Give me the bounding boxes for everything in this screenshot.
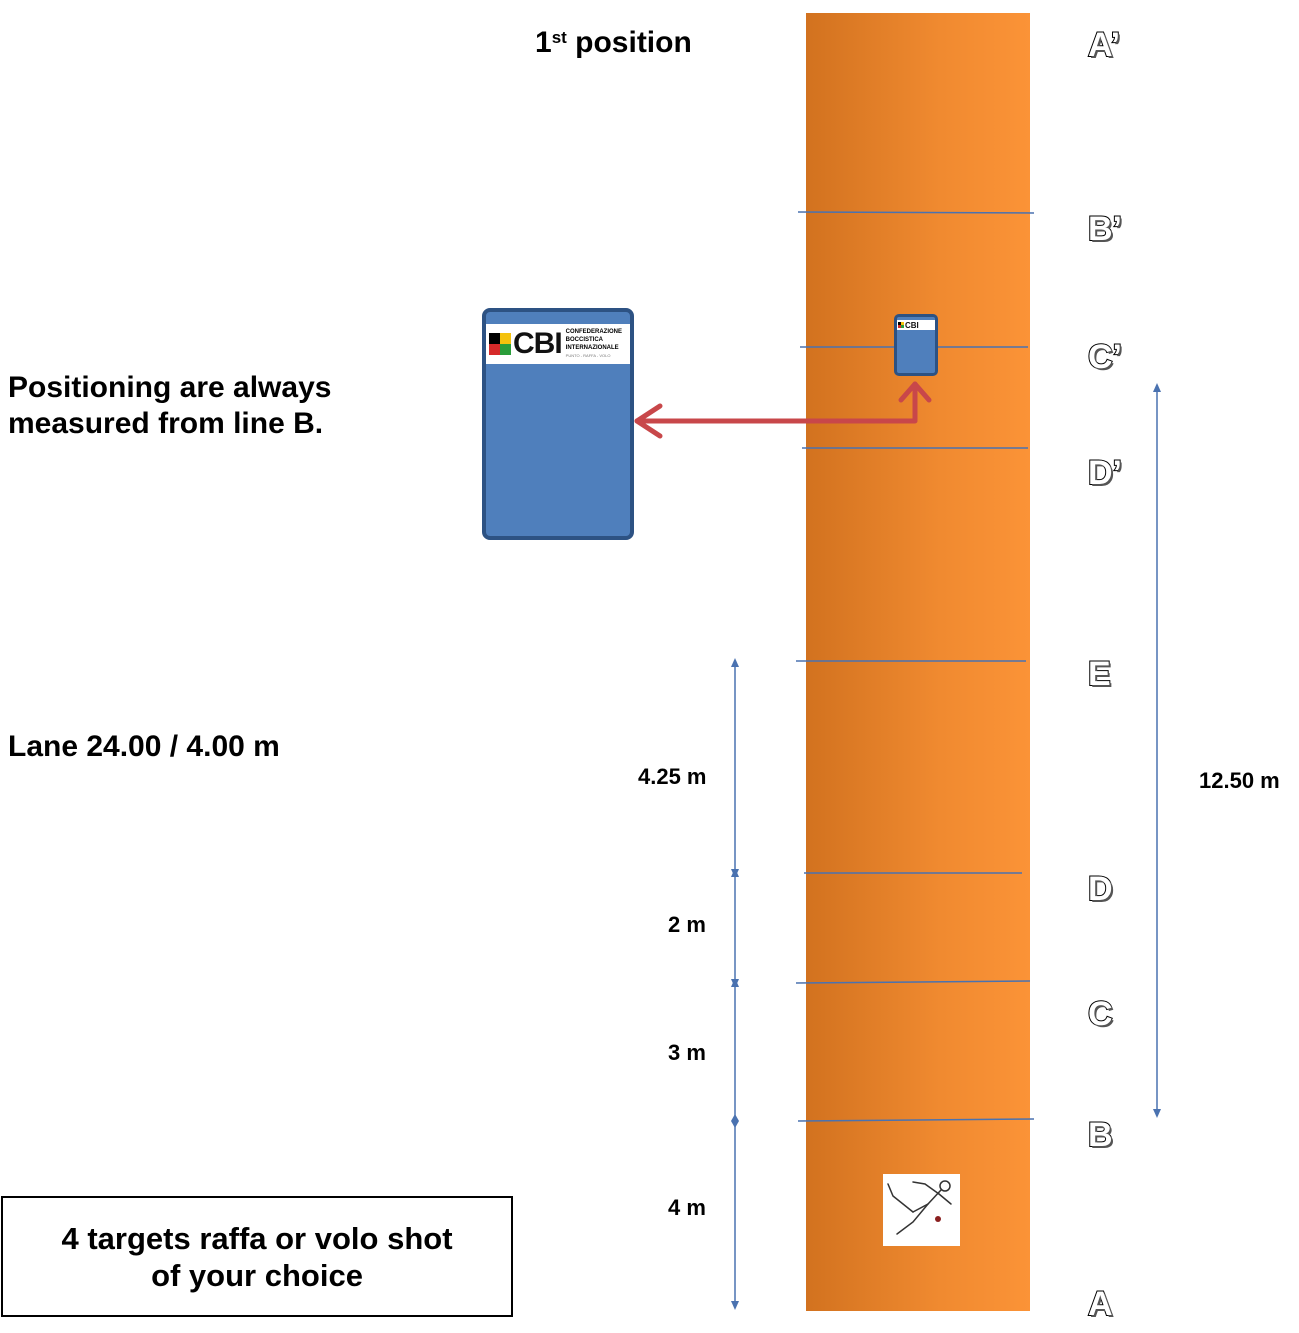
connector-arrow [634, 381, 918, 424]
dim-diamond-1121 [731, 1114, 739, 1128]
line-c [795, 980, 1031, 984]
line-label-e: E [1087, 654, 1112, 694]
cbi-org-line3: INTERNAZIONALE [565, 345, 619, 351]
targets-box-line2: of your choice [151, 1257, 363, 1293]
connector-arrowhead-left [634, 403, 663, 439]
target-board-large: CBI CONFEDERAZIONE BOCCISTICA INTERNAZIO… [482, 308, 634, 540]
lane [806, 13, 1030, 1311]
cbi-org-line1: CONFEDERAZIONE [565, 329, 623, 335]
thrower-icon [887, 1180, 952, 1235]
line-label-d: D [1087, 869, 1114, 909]
positioning-note-line1: Positioning are always [8, 371, 332, 404]
line-label-b: B [1087, 1115, 1114, 1155]
targets-box: 4 targets raffa or volo shot of your cho… [1, 1196, 513, 1317]
positioning-note: Positioning are always measured from lin… [8, 370, 331, 442]
thrower-figure [883, 1174, 960, 1246]
dim-label-3m: 3 m [668, 1040, 706, 1065]
positioning-note-line2: measured from line B. [8, 407, 324, 440]
cbi-logo: CBI CONFEDERAZIONE BOCCISTICA INTERNAZIO… [486, 324, 630, 364]
line-label-b-prime: B’ [1087, 209, 1123, 249]
lane-spec: Lane 24.00 / 4.00 m [8, 730, 280, 763]
dim-arrow-top [731, 658, 739, 667]
target-board-small: CBI [894, 314, 938, 376]
dim-arrow-bottom [731, 1301, 739, 1310]
dim-arrow-873-down [731, 869, 739, 878]
line-label-a: A [1087, 1284, 1114, 1324]
cbi-tagline: PUNTO - RAFFA - VOLO [565, 353, 611, 358]
cbi-logo-small-text: CBI [905, 320, 919, 330]
line-b-prime [797, 211, 1035, 214]
dim-label-4-25m: 4.25 m [638, 764, 707, 789]
cbi-logo-icon [489, 333, 511, 355]
connector-arrowhead-up [898, 381, 932, 403]
cbi-org-line2: BOCCISTICA [565, 337, 604, 343]
dim-label-12-50m: 12.50 m [1199, 768, 1280, 793]
line-b [797, 1118, 1035, 1122]
dim-label-4m: 4 m [668, 1195, 706, 1220]
dim-total-arrow-bottom [1153, 1109, 1161, 1118]
cbi-logo-text: CBI [513, 327, 563, 360]
cbi-logo-small: CBI [897, 320, 935, 330]
cbi-logo-small-icon [898, 322, 904, 328]
diagram-title: 1st position [535, 26, 692, 59]
dim-label-2m: 2 m [668, 912, 706, 937]
targets-box-line1: 4 targets raffa or volo shot [61, 1220, 453, 1256]
line-label-c-prime: C’ [1087, 337, 1123, 377]
line-label-d-prime: D’ [1087, 453, 1123, 493]
line-label-a-prime: A’ [1087, 25, 1121, 65]
dim-arrow-983-down [731, 979, 739, 988]
dim-total-arrow-top [1153, 383, 1161, 392]
line-label-c: C [1087, 994, 1114, 1034]
